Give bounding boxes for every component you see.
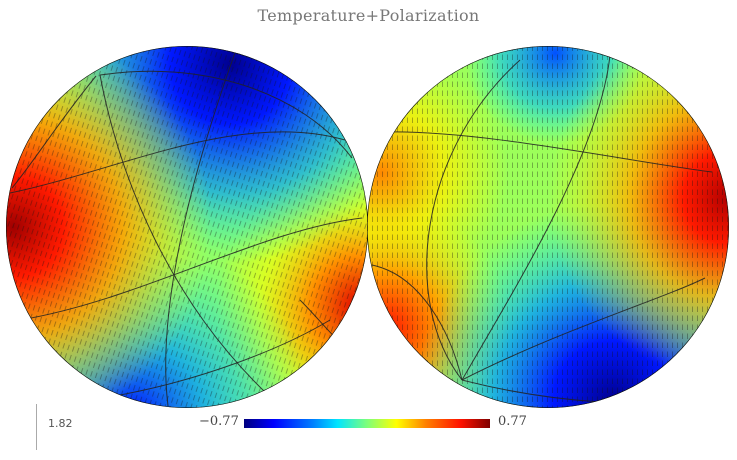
scale-bar (36, 404, 37, 450)
colorbar-max-label: 0.77 (498, 414, 527, 429)
scale-label: 1.82 (48, 417, 73, 430)
colorbar (244, 419, 490, 428)
right-hemisphere-map (367, 46, 729, 408)
colorbar-min-label: −0.77 (199, 414, 239, 429)
figure-title: Temperature+Polarization (257, 6, 480, 25)
left-hemisphere-map (6, 46, 368, 408)
